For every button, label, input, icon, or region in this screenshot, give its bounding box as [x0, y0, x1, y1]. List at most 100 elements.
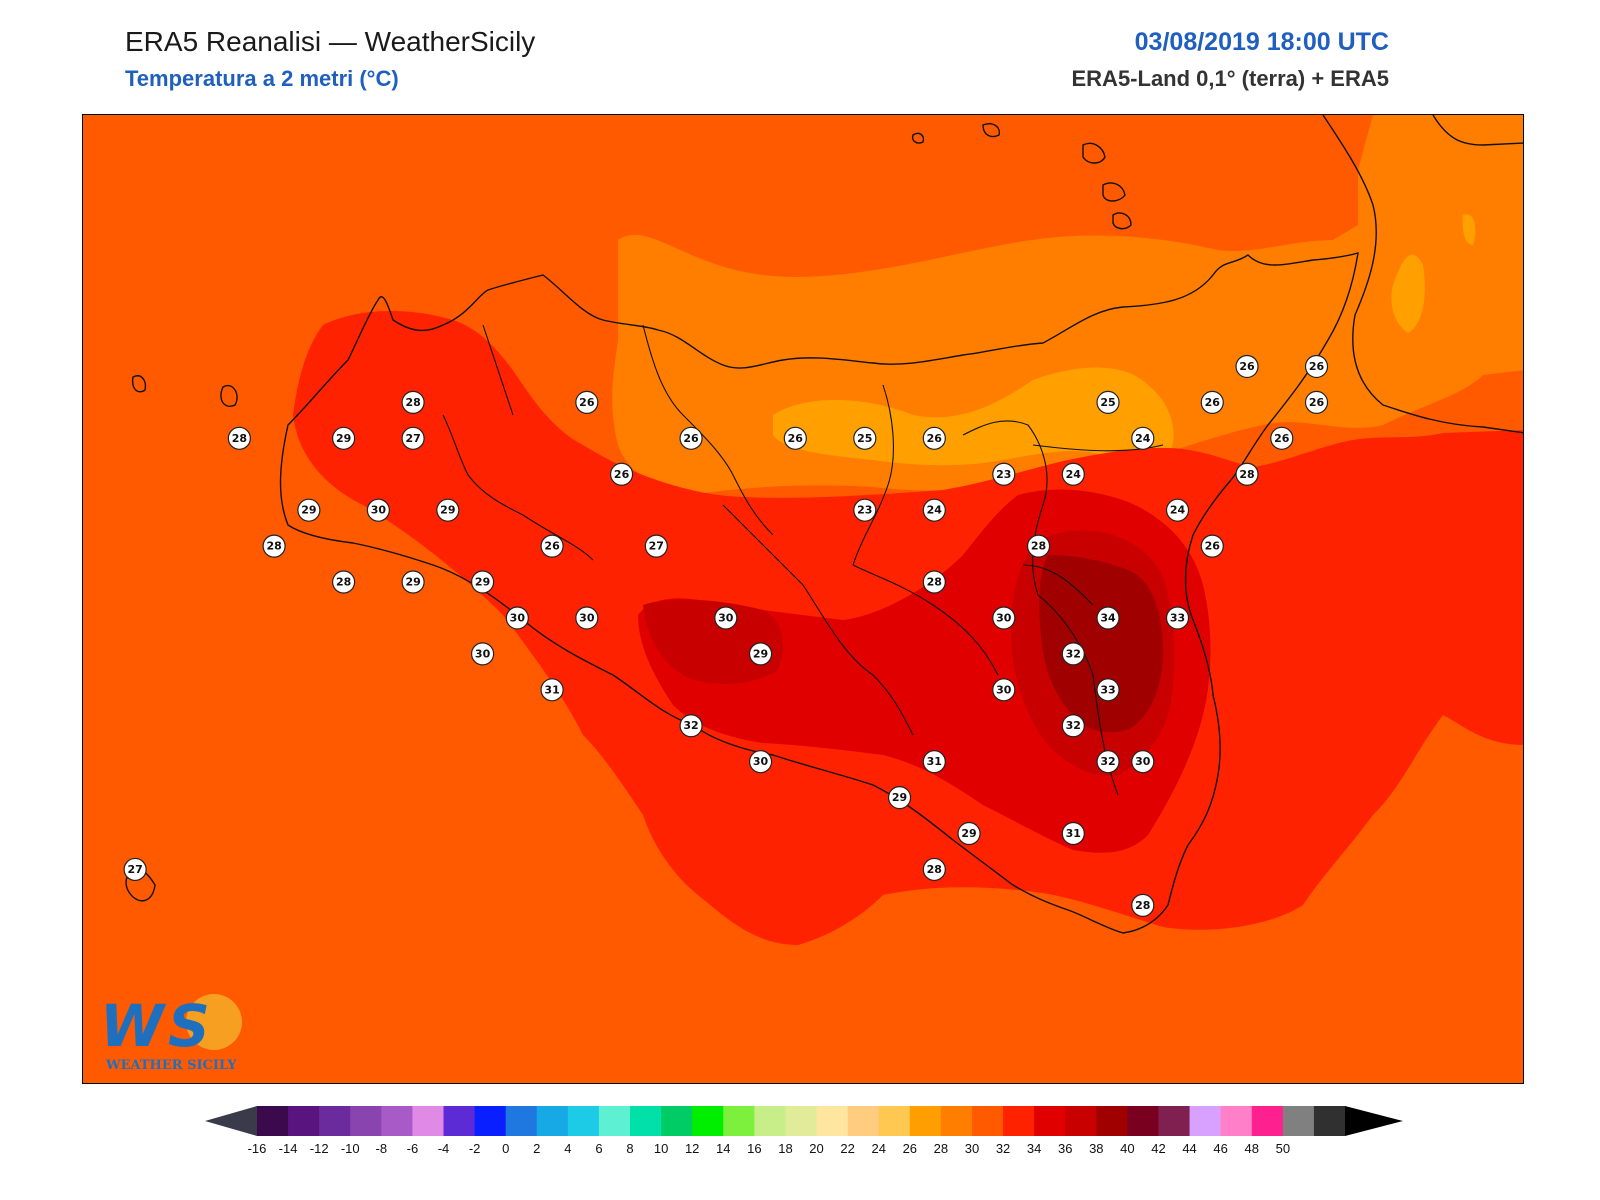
station-circle [436, 498, 460, 522]
colorbar-swatch [1220, 1106, 1253, 1136]
station-value: 29 [961, 827, 976, 840]
station-value: 24 [1170, 504, 1186, 517]
station-marker: 27 [644, 534, 668, 558]
station-circle [1200, 534, 1224, 558]
station-marker: 24 [922, 498, 946, 522]
station-marker: 26 [922, 426, 946, 450]
station-circle [540, 534, 564, 558]
station-circle [575, 606, 599, 630]
station-marker: 31 [540, 678, 564, 702]
station-circle [470, 570, 495, 594]
colorbar-swatch [381, 1106, 413, 1136]
colorbar-tick-label: 42 [1151, 1141, 1165, 1156]
station-marker: 30 [505, 606, 529, 630]
colorbar-swatch [754, 1106, 786, 1136]
station-marker: 29 [332, 426, 356, 450]
station-circle [262, 534, 286, 558]
station-value: 25 [857, 432, 872, 445]
colorbar-tick-label: -14 [279, 1141, 298, 1156]
station-value: 28 [927, 863, 942, 876]
station-value: 29 [475, 576, 490, 589]
colorbar-tick-label: -6 [407, 1141, 419, 1156]
colorbar-tick-label: -16 [248, 1141, 267, 1156]
colorbar-swatch [598, 1106, 631, 1136]
station-marker: 31 [922, 750, 946, 774]
station-circle [992, 678, 1016, 702]
station-value: 27 [127, 863, 142, 876]
colorbar-swatch [816, 1106, 849, 1136]
station-marker: 23 [992, 462, 1016, 486]
station-circle [297, 498, 321, 522]
station-circle [1061, 821, 1085, 846]
station-value: 28 [927, 576, 942, 589]
colorbar-swatch [723, 1106, 755, 1136]
station-circle [1096, 750, 1120, 774]
colorbar-swatch [1003, 1106, 1035, 1136]
station-value: 34 [1100, 611, 1116, 624]
colorbar-tick-label: 48 [1245, 1141, 1259, 1156]
station-circle [1235, 354, 1259, 379]
station-value: 23 [996, 468, 1011, 481]
station-marker: 26 [1200, 390, 1224, 415]
station-marker: 31 [1061, 821, 1085, 846]
colorbar-swatch [971, 1106, 1004, 1136]
colorbar-tick-label: 18 [778, 1141, 792, 1156]
colorbar-swatch [505, 1106, 538, 1136]
station-value: 32 [1066, 647, 1081, 660]
station-marker: 29 [957, 821, 981, 846]
station-value: 26 [1309, 396, 1325, 409]
temperature-colorbar: -16 -14 -12 -10 -8 -6 -4 -2 0 2 4 6 8 10 12 14 16 18 20 22 2… [205, 1106, 1405, 1158]
temperature-map: 28 28 26 29 27 26 26 26 25 26 25 26 26 26 26 24 26 23 24 28… [82, 114, 1524, 1084]
colorbar-swatch [1096, 1106, 1128, 1136]
station-value: 30 [996, 611, 1012, 624]
station-value: 30 [510, 611, 526, 624]
station-marker: 29 [297, 498, 321, 522]
station-circle [853, 498, 877, 522]
colorbar-swatch [661, 1106, 693, 1136]
station-circle [1165, 606, 1190, 630]
station-marker: 30 [992, 678, 1016, 702]
colorbar-tick-label: 38 [1089, 1141, 1103, 1156]
station-value: 29 [336, 432, 351, 445]
station-circle [887, 785, 912, 810]
station-marker: 28 [922, 570, 946, 594]
station-circle [714, 606, 738, 630]
station-circle [1131, 750, 1155, 774]
station-circle [227, 426, 251, 450]
station-value: 31 [927, 755, 942, 768]
station-marker: 26 [783, 426, 807, 450]
station-marker: 23 [853, 498, 877, 522]
station-circle [1026, 534, 1051, 558]
station-circle [922, 426, 946, 450]
map-subtitle: Temperatura a 2 metri (°C) [125, 66, 399, 91]
station-marker: 25 [853, 426, 877, 450]
colorbar-tick-label: 8 [626, 1141, 633, 1156]
station-circle [1304, 390, 1329, 415]
station-circle [644, 534, 668, 558]
station-marker: 29 [470, 570, 495, 594]
station-circle [332, 426, 356, 450]
station-circle [366, 498, 390, 522]
station-value: 30 [371, 504, 387, 517]
station-value: 26 [1239, 360, 1255, 373]
station-value: 29 [892, 791, 907, 804]
colorbar-swatch [1158, 1106, 1191, 1136]
station-marker: 27 [123, 857, 147, 882]
station-marker: 32 [1096, 750, 1120, 774]
station-value: 24 [1066, 468, 1082, 481]
colorbar-swatch [567, 1106, 600, 1136]
colorbar-tick-label: 0 [502, 1141, 509, 1156]
station-value: 29 [440, 504, 455, 517]
station-circle [1304, 354, 1329, 379]
station-marker: 24 [1131, 426, 1155, 450]
station-marker: 28 [1131, 893, 1155, 917]
station-marker: 33 [1165, 606, 1190, 630]
station-circle [748, 642, 773, 666]
colorbar-tick-label: 26 [903, 1141, 917, 1156]
station-circle [992, 606, 1016, 630]
station-marker: 30 [575, 606, 599, 630]
colorbar-tick-label: -12 [310, 1141, 329, 1156]
field-22-24-calabria-2 [1462, 214, 1476, 245]
station-value: 33 [1170, 611, 1185, 624]
colorbar-tick-label: 46 [1213, 1141, 1227, 1156]
